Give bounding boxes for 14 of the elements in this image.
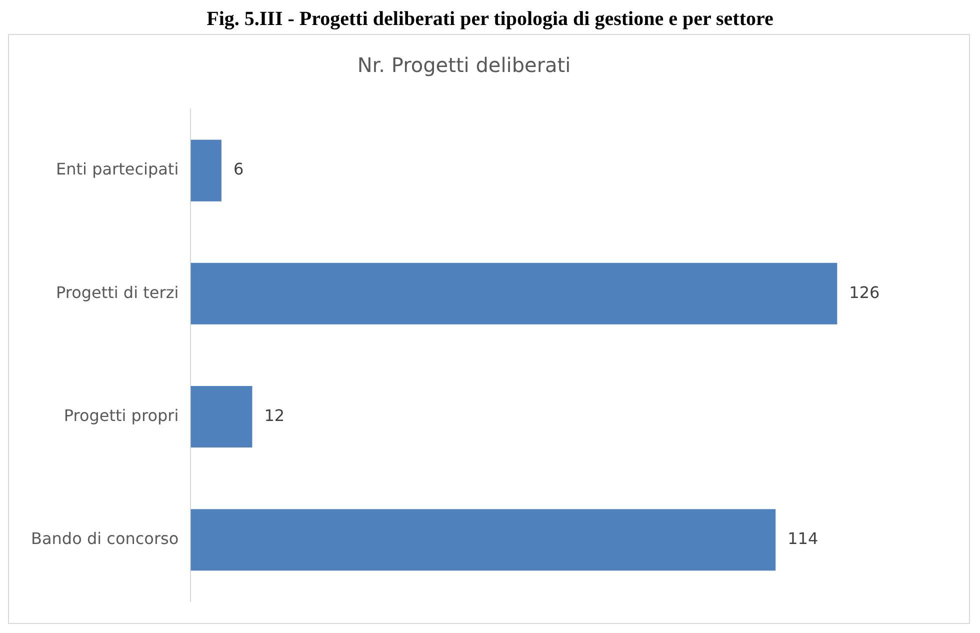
y-tick-label: Bando di concorso <box>31 529 179 548</box>
bar <box>190 509 776 571</box>
data-label: 126 <box>849 282 880 302</box>
bar <box>190 140 222 202</box>
bar <box>190 262 838 324</box>
data-label: 114 <box>788 529 818 548</box>
chart-title: Fig. 5.III - Progetti deliberati per tipologia di gestione e per settore <box>206 8 774 32</box>
data-label: 6 <box>233 160 244 179</box>
y-tick-label: Progetti propri <box>64 406 179 425</box>
data-label: 12 <box>264 406 285 425</box>
chart-subtitle: Nr. Progetti deliberati <box>357 53 571 78</box>
bar <box>190 386 252 448</box>
y-tick-label: Progetti di terzi <box>56 282 179 302</box>
y-tick-label: Enti partecipati <box>56 160 179 179</box>
